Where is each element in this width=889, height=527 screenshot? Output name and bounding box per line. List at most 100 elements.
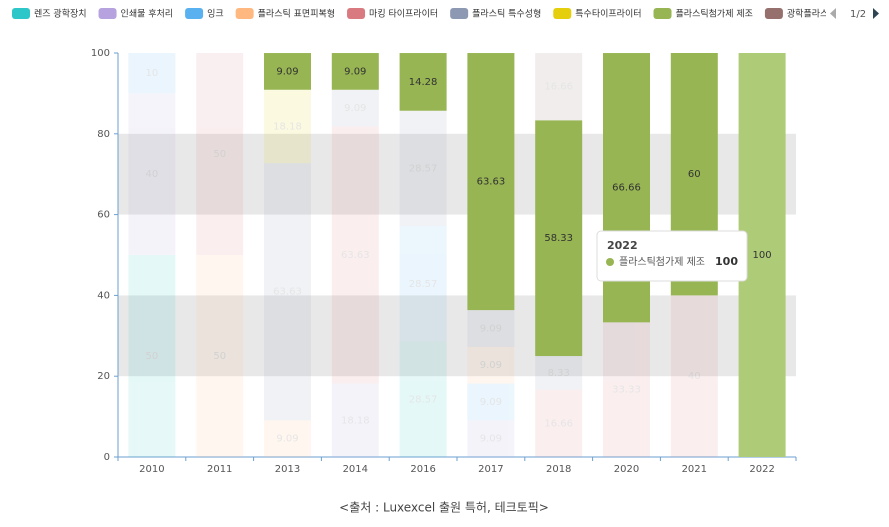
bar-segment: [196, 255, 244, 457]
legend-prev[interactable]: [830, 8, 836, 19]
value-label: 33.33: [612, 385, 641, 396]
legend-label: 잉크: [207, 8, 224, 20]
value-label: 28.57: [409, 279, 438, 290]
legend-swatch: [450, 8, 469, 19]
x-tick-label: 2020: [614, 464, 639, 475]
legend-label: 플라스틱 특수성형: [472, 8, 541, 20]
value-label: 9.09: [276, 66, 298, 77]
x-tick-label: 2018: [546, 464, 571, 475]
legend-swatch: [12, 8, 30, 19]
bar-segment: [535, 120, 583, 357]
value-label: 9.09: [480, 434, 502, 445]
value-label: 100: [753, 250, 772, 261]
bar-segment: [603, 322, 650, 457]
value-label: 9.09: [480, 323, 502, 334]
legend-swatch: [347, 8, 366, 19]
legend-label: 광학플라스틱: [787, 8, 837, 20]
bar-segment: [467, 310, 515, 347]
legend-next[interactable]: [873, 8, 879, 19]
value-label: 9.09: [480, 397, 502, 408]
bar-segment: [535, 356, 583, 390]
series: 18.18: [264, 89, 311, 164]
value-label: 16.66: [544, 418, 573, 429]
value-label: 40: [688, 371, 701, 382]
series: 50 28.57: [128, 255, 447, 457]
y-tick-label: 100: [91, 48, 110, 59]
legend-label: 마킹 타이프라이터: [369, 8, 438, 20]
bar-segment: [264, 163, 311, 421]
series: 50 9.09 9.09: [196, 255, 515, 457]
bar-segment: [399, 341, 447, 457]
series: 16.66: [535, 53, 583, 121]
value-label: 8.33: [548, 368, 570, 379]
value-label: 9.09: [344, 66, 366, 77]
value-label: 50: [213, 149, 226, 160]
bar-segment: [467, 53, 515, 311]
legend-swatch: [653, 8, 672, 19]
bar-segment: [128, 93, 176, 256]
caption: <출처 : Luxexcel 출원 특허, 테크토픽>: [339, 501, 549, 515]
value-label: 66.66: [612, 183, 641, 194]
x-tick-label: 2022: [749, 464, 774, 475]
bar-segment: [467, 420, 515, 457]
x-tick-label: 2016: [410, 464, 435, 475]
tooltip-value: 100: [715, 255, 738, 268]
bar-segment: [331, 89, 379, 127]
value-label: 63.63: [273, 287, 302, 298]
bar-segment: [670, 295, 718, 457]
bar-segment: [331, 53, 379, 90]
series: 63.63 9.09 28.57 9.09 8.33: [264, 89, 583, 421]
value-label: 58.33: [544, 233, 573, 244]
bar-segment: [128, 255, 176, 457]
bar-segment: [399, 110, 447, 227]
value-label: 16.66: [544, 82, 573, 93]
series: 40 18.18 9.09: [128, 93, 515, 457]
tooltip: 2022 플라스틱첨가제 제조 100: [596, 230, 748, 282]
value-label: 50: [213, 351, 226, 362]
y-tick-label: 0: [104, 452, 110, 463]
legend-label: 인쇄물 후처리: [121, 8, 174, 20]
bar-segment: [399, 226, 447, 342]
value-label: 14.28: [409, 77, 438, 88]
x-tick-label: 2017: [478, 464, 503, 475]
legend-swatch: [553, 8, 572, 19]
legend: 렌즈 광학장치 인쇄물 후처리 잉크 플라스틱 표면피복형 마킹 타이프라이터 플라스틱 …: [12, 8, 837, 20]
value-label: 18.18: [341, 415, 370, 426]
y-tick-label: 20: [97, 371, 110, 382]
bar-segment: [331, 383, 379, 457]
tooltip-series: 플라스틱첨가제 제조: [619, 256, 705, 268]
bar-segment: [264, 89, 311, 164]
bar-segment: [399, 53, 447, 111]
bar-segment: [467, 383, 515, 421]
value-label: 9.09: [276, 434, 298, 445]
legend-page: 1/2: [850, 9, 866, 20]
legend-swatch: [98, 8, 117, 19]
bar-segment: [264, 53, 311, 90]
value-label: 63.63: [341, 250, 370, 261]
tooltip-title: 2022: [607, 239, 638, 252]
bar-segment: [467, 346, 515, 384]
tooltip-box: [596, 230, 748, 282]
bar-segment: [331, 126, 379, 384]
x-tick-label: 2014: [343, 464, 368, 475]
y-tick-label: 60: [97, 210, 110, 221]
value-label: 50: [146, 351, 159, 362]
x-tick-label: 2011: [207, 464, 232, 475]
value-label: 18.18: [273, 121, 302, 132]
legend-swatch: [235, 8, 254, 19]
value-label: 28.57: [409, 163, 438, 174]
series: 10 28.57 9.09: [128, 53, 515, 421]
y-tick-label: 40: [97, 290, 110, 301]
x-tick-label: 2021: [682, 464, 707, 475]
bar-segment: [196, 53, 244, 255]
bar-segment: [535, 389, 583, 457]
legend-label: 렌즈 광학장치: [34, 8, 87, 20]
bar-segment: [264, 420, 311, 457]
series: 50 63.63 16.66 33.33 40: [196, 53, 718, 457]
bar-segment: [128, 53, 176, 94]
legend-label: 플라스틱첨가제 제조: [676, 8, 753, 20]
value-label: 40: [146, 169, 159, 180]
value-label: 28.57: [409, 394, 438, 405]
value-label: 9.09: [344, 103, 366, 114]
